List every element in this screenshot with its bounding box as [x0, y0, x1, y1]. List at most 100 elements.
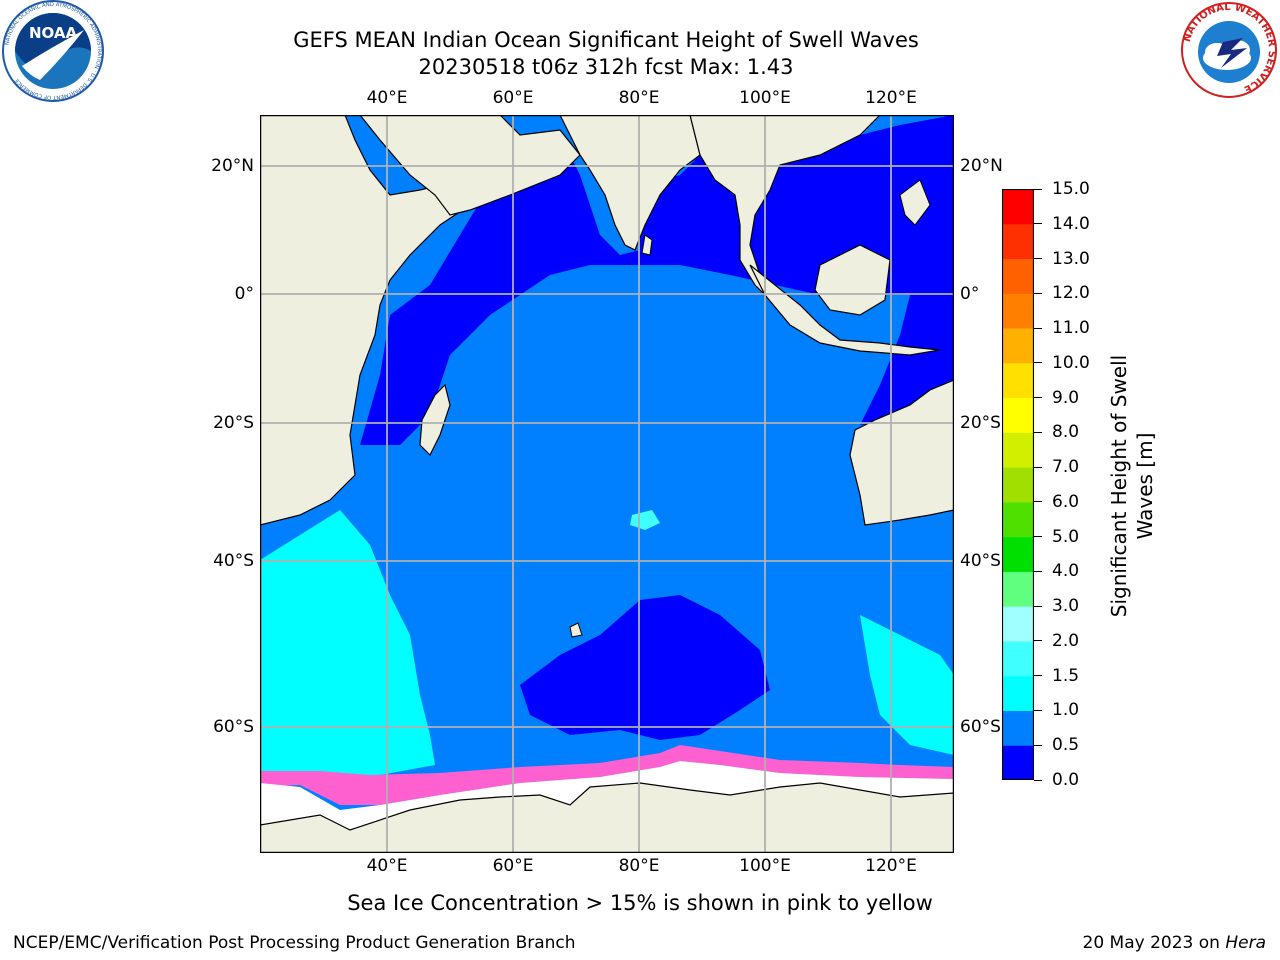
- colorbar-tick-label: 10.0: [1052, 352, 1090, 373]
- map-frame: [259, 114, 955, 854]
- colorbar-tick-mark: [1034, 675, 1042, 677]
- moderate-swell-region-west: [260, 510, 435, 775]
- lon-tick-top-60e: 60°E: [492, 88, 534, 108]
- colorbar-swatch-10: [1002, 397, 1034, 433]
- colorbar-swatch-6: [1002, 536, 1034, 572]
- colorbar-swatch-5: [1002, 571, 1034, 607]
- map-grid: [260, 115, 954, 853]
- lat-tick-right-20n: 20°N: [960, 156, 1003, 176]
- colorbar-tick-mark: [1034, 188, 1042, 190]
- colorbar-tick-mark: [1034, 570, 1042, 572]
- colorbar-swatch-8: [1002, 467, 1034, 503]
- colorbar-tick-label: 8.0: [1052, 422, 1080, 443]
- colorbar-tick-mark: [1034, 362, 1042, 364]
- lon-tick-bottom-60e: 60°E: [492, 856, 534, 876]
- colorbar-swatch-4: [1002, 606, 1034, 642]
- lat-tick-right-60s: 60°S: [960, 717, 1001, 737]
- colorbar-swatch-1: [1002, 710, 1034, 746]
- lon-tick-top-80e: 80°E: [618, 88, 660, 108]
- colorbar-tick-label: 11.0: [1052, 318, 1090, 339]
- colorbar-tick-mark: [1034, 779, 1042, 781]
- colorbar-swatch-16: [1002, 189, 1034, 225]
- colorbar-tick-label: 12.0: [1052, 283, 1090, 304]
- noaa-logo: NOAA NATIONAL OCEANIC AND ATMOSPHERIC AD…: [0, 0, 110, 110]
- lat-tick-left-0: 0°: [234, 284, 254, 304]
- colorbar-title-line2: Waves [m]: [1133, 432, 1157, 540]
- colorbar-swatch-0: [1002, 745, 1034, 781]
- indonesia-landmass: [749, 264, 941, 356]
- colorbar-title: Significant Height of Swell Waves [m]: [1106, 331, 1158, 641]
- colorbar-title-line1: Significant Height of Swell: [1107, 354, 1131, 618]
- colorbar-tick-mark: [1034, 605, 1042, 607]
- sri-lanka-landmass: [641, 234, 653, 256]
- lat-tick-left-40s: 40°S: [213, 551, 254, 571]
- colorbar-tick-label: 9.0: [1052, 387, 1080, 408]
- australia-landmass: [849, 379, 954, 526]
- colorbar-swatch-11: [1002, 362, 1034, 399]
- lon-tick-bottom-120e: 120°E: [865, 856, 917, 876]
- arabia-landmass: [359, 115, 581, 216]
- colorbar-tick-label: 0.0: [1052, 770, 1080, 790]
- colorbar-tick-label: 1.5: [1052, 665, 1080, 686]
- colorbar-tick-label: 7.0: [1052, 457, 1080, 478]
- lat-tick-right-0: 0°: [960, 284, 980, 304]
- lat-tick-right-20s: 20°S: [960, 413, 1001, 433]
- lon-tick-top-40e: 40°E: [366, 88, 408, 108]
- colorbar-tick-label: 15.0: [1052, 179, 1090, 199]
- lon-tick-bottom-40e: 40°E: [366, 856, 408, 876]
- footer-host: Hera: [1225, 933, 1266, 953]
- colorbar-tick-mark: [1034, 709, 1042, 711]
- colorbar-tick-mark: [1034, 431, 1042, 433]
- lon-tick-top-120e: 120°E: [865, 88, 917, 108]
- colorbar-swatch-7: [1002, 501, 1034, 538]
- colorbar-tick-mark: [1034, 397, 1042, 399]
- svg-text:NOAA: NOAA: [29, 24, 78, 42]
- map-panel: [259, 114, 955, 854]
- colorbar-tick-mark: [1034, 466, 1042, 468]
- colorbar-tick-label: 2.0: [1052, 630, 1080, 651]
- colorbar-tick-label: 0.5: [1052, 735, 1080, 756]
- map-subtitle: 20230518 t06z 312h fcst Max: 1.43: [418, 55, 794, 79]
- colorbar: [1001, 188, 1035, 781]
- lat-tick-right-40s: 40°S: [960, 551, 1001, 571]
- colorbar-swatch-12: [1002, 328, 1034, 364]
- colorbar-tick-label: 13.0: [1052, 248, 1090, 269]
- colorbar-swatch-2: [1002, 675, 1034, 711]
- swell-height-map: [259, 114, 955, 854]
- colorbar-swatch-14: [1002, 258, 1034, 294]
- antarctica-landmass: [260, 782, 954, 853]
- colorbar-tick-mark: [1034, 258, 1042, 260]
- lat-tick-left-20s: 20°S: [213, 413, 254, 433]
- colorbar-border: [1001, 188, 1035, 781]
- colorbar-tick-mark: [1034, 292, 1042, 294]
- lat-tick-left-60s: 60°S: [213, 717, 254, 737]
- footer-date: 20 May 2023 on Hera: [1083, 933, 1267, 953]
- sea-ice-band: [260, 745, 954, 805]
- low-swell-region-south: [520, 595, 770, 740]
- colorbar-tick-label: 4.0: [1052, 561, 1080, 582]
- sea-ice-caption: Sea Ice Concentration > 15% is shown in …: [347, 891, 933, 915]
- philippines-landmass: [899, 179, 931, 226]
- colorbar-swatch-15: [1002, 223, 1034, 260]
- moderate-swell-region-east: [860, 615, 954, 755]
- footer-credit: NCEP/EMC/Verification Post Processing Pr…: [13, 933, 576, 953]
- lon-tick-bottom-80e: 80°E: [618, 856, 660, 876]
- colorbar-swatches: [1001, 188, 1035, 781]
- colorbar-tick-mark: [1034, 327, 1042, 329]
- colorbar-tick-label: 3.0: [1052, 596, 1080, 617]
- colorbar-swatch-9: [1002, 432, 1034, 468]
- nws-logo: NATIONAL WEATHER SERVICE: [1177, 2, 1280, 102]
- colorbar-tick-mark: [1034, 744, 1042, 746]
- colorbar-tick-label: 1.0: [1052, 700, 1080, 721]
- colorbar-tick-mark: [1034, 501, 1042, 503]
- footer-date-text: 20 May 2023 on: [1082, 933, 1226, 953]
- low-swell-region-north: [360, 115, 954, 445]
- moderate-swell-patch: [630, 510, 660, 530]
- colorbar-tick-mark: [1034, 536, 1042, 538]
- madagascar-landmass: [419, 383, 451, 457]
- colorbar-tick-mark: [1034, 640, 1042, 642]
- lon-tick-top-100e: 100°E: [739, 88, 791, 108]
- kerguelen-island: [569, 622, 583, 638]
- colorbar-tick-label: 5.0: [1052, 526, 1080, 547]
- lat-tick-left-20n: 20°N: [211, 156, 254, 176]
